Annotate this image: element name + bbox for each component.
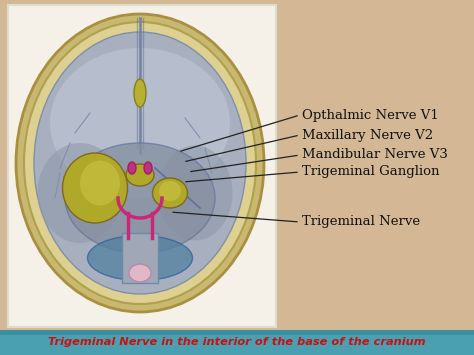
Ellipse shape xyxy=(134,79,146,107)
Text: Opthalmic Nerve V1: Opthalmic Nerve V1 xyxy=(302,109,439,121)
Ellipse shape xyxy=(159,181,181,201)
Ellipse shape xyxy=(128,162,136,174)
Ellipse shape xyxy=(37,143,122,243)
Bar xyxy=(0,330,474,355)
Ellipse shape xyxy=(24,22,256,304)
Bar xyxy=(122,233,158,283)
Text: Mandibular Nerve V3: Mandibular Nerve V3 xyxy=(302,148,448,162)
Text: Trigeminal Nerve: Trigeminal Nerve xyxy=(302,215,420,229)
Ellipse shape xyxy=(50,48,230,198)
Ellipse shape xyxy=(129,264,151,282)
Bar xyxy=(0,335,474,355)
Bar xyxy=(8,5,276,327)
Text: Trigeminal Nerve in the interior of the base of the cranium: Trigeminal Nerve in the interior of the … xyxy=(48,337,426,347)
Ellipse shape xyxy=(80,160,120,206)
Ellipse shape xyxy=(88,235,192,280)
Ellipse shape xyxy=(144,162,152,174)
Ellipse shape xyxy=(34,32,246,294)
Ellipse shape xyxy=(126,164,154,186)
Ellipse shape xyxy=(153,178,188,208)
Ellipse shape xyxy=(63,153,128,223)
Text: Maxillary Nerve V2: Maxillary Nerve V2 xyxy=(302,129,433,142)
Ellipse shape xyxy=(16,14,264,312)
Ellipse shape xyxy=(65,143,215,253)
Text: Trigeminal Ganglion: Trigeminal Ganglion xyxy=(302,165,439,179)
Ellipse shape xyxy=(157,146,233,240)
